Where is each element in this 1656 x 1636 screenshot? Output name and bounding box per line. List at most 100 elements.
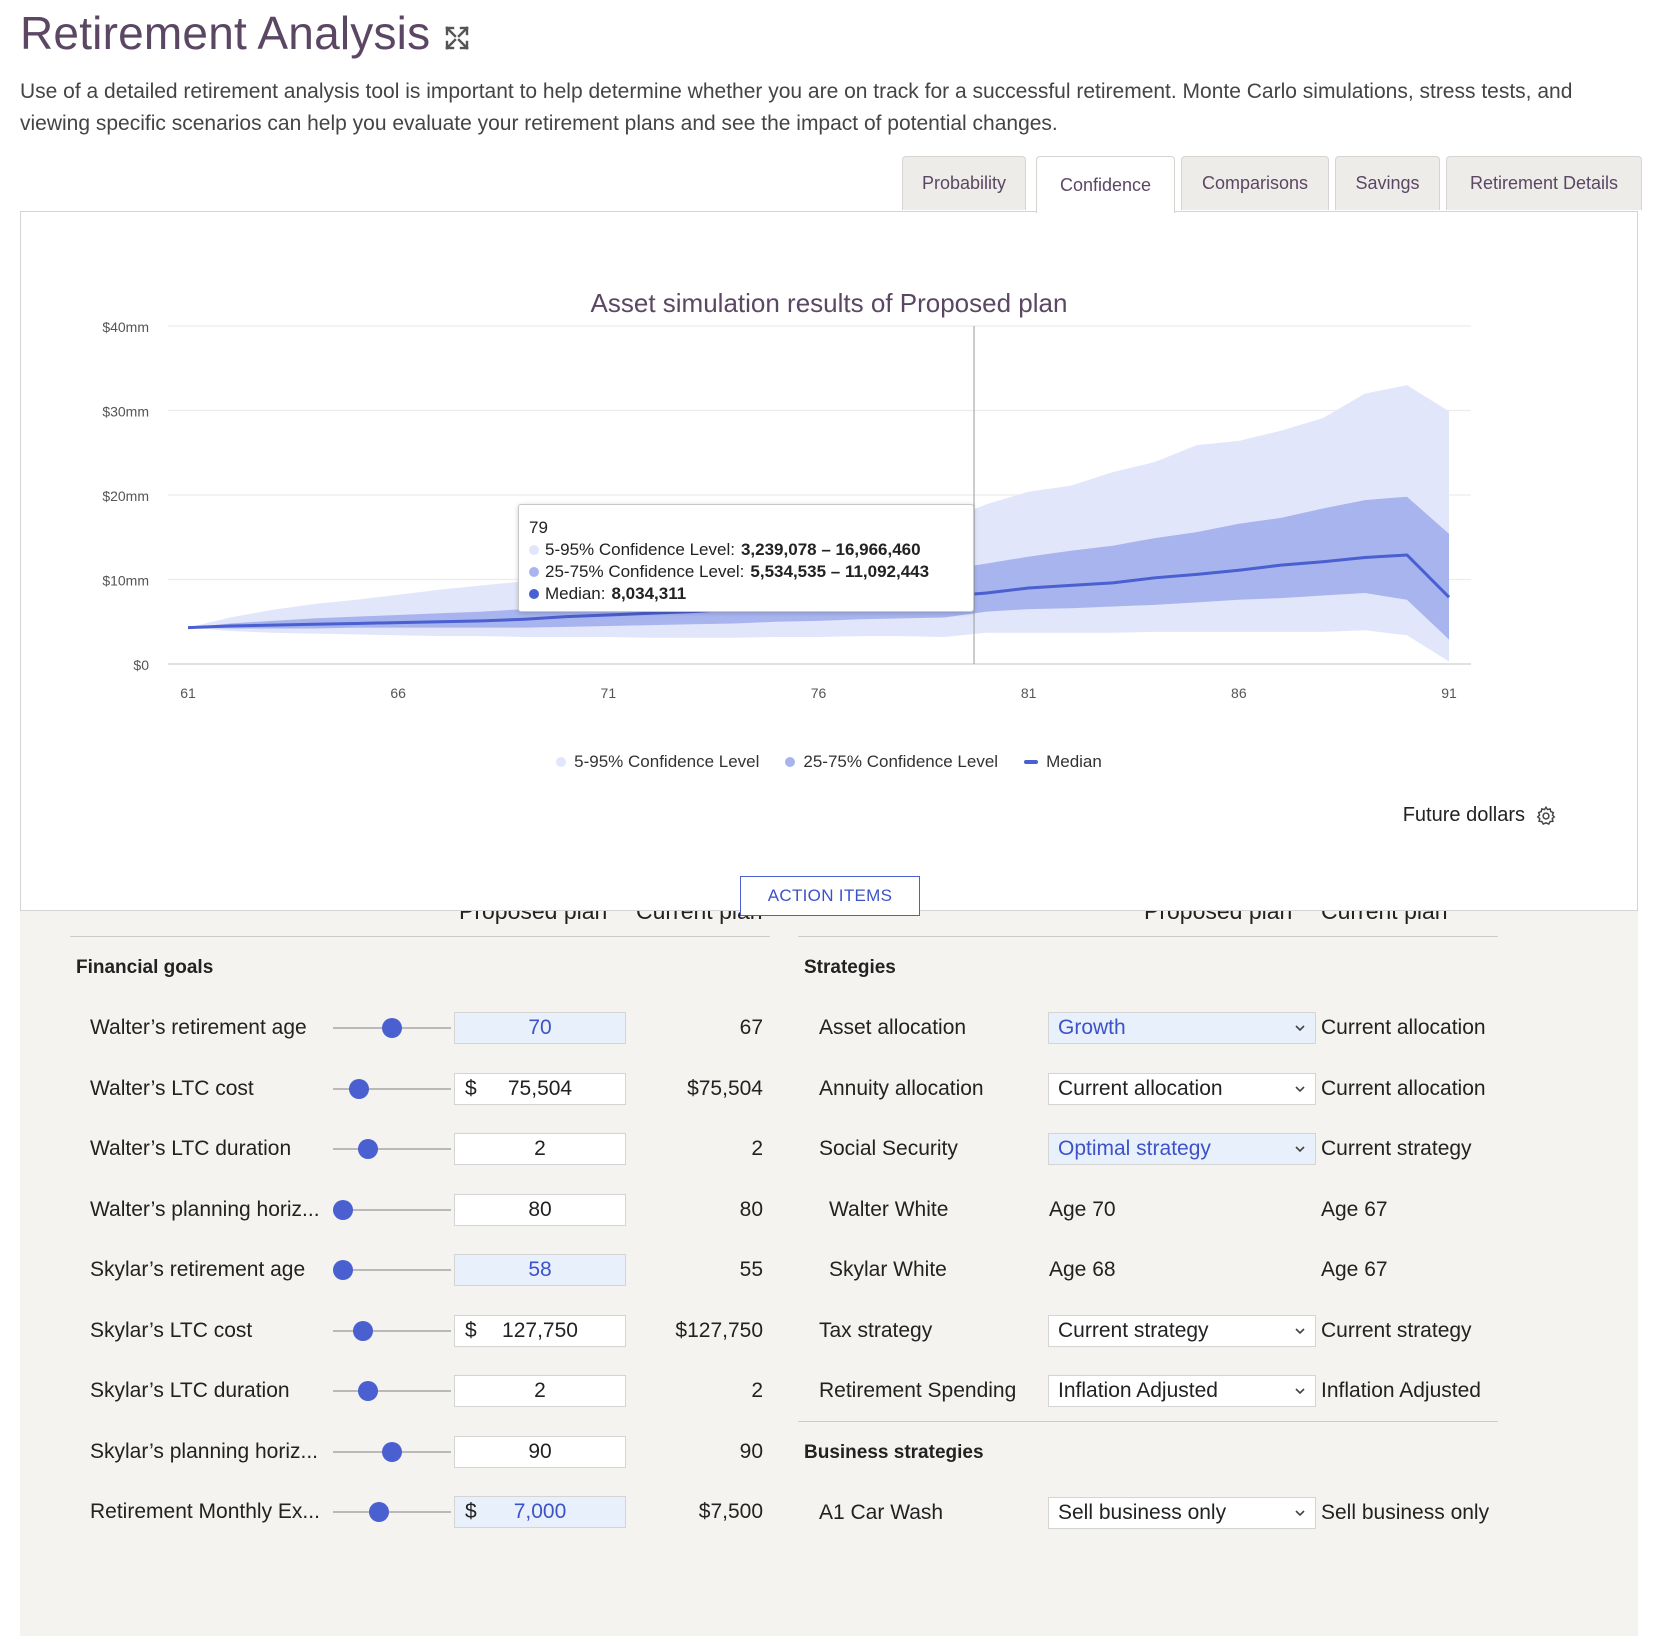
strategies-heading: Strategies (804, 957, 896, 978)
slider-thumb[interactable] (357, 1139, 378, 1159)
goal-proposed-input[interactable]: 2 (454, 1133, 626, 1165)
strategy-current-value: Inflation Adjusted (1321, 1379, 1481, 1402)
goal-proposed-input[interactable]: 80 (454, 1193, 626, 1226)
future-dollars-setting[interactable]: Future dollars (1403, 804, 1557, 827)
slider-thumb[interactable] (357, 1381, 378, 1401)
goal-slider[interactable] (333, 1195, 451, 1225)
goal-current-value: 67 (739, 1016, 763, 1039)
goal-slider[interactable] (333, 1497, 451, 1527)
strategy-current-value: Current strategy (1321, 1137, 1472, 1160)
chevron-down-icon (1295, 1388, 1305, 1395)
strategy-label: Annuity allocation (819, 1076, 984, 1100)
strategy-current-value: Current allocation (1321, 1016, 1486, 1039)
tab-comparisons[interactable]: Comparisons (1181, 156, 1329, 210)
slider-thumb[interactable] (348, 1078, 369, 1099)
slider-thumb[interactable] (352, 1320, 373, 1341)
strategy-select[interactable]: Growth (1048, 1012, 1316, 1044)
slider-track[interactable] (333, 1148, 451, 1150)
goal-proposed-input[interactable]: 70 (454, 1012, 626, 1044)
slider-thumb[interactable] (333, 1260, 353, 1280)
slider-track[interactable] (333, 1269, 451, 1271)
legend-median-line-icon (1024, 760, 1039, 764)
x-tick-label: 86 (1231, 685, 1247, 701)
strategy-select[interactable]: Sell business only (1048, 1497, 1316, 1529)
goal-proposed-value: 127,750 (502, 1318, 578, 1342)
strategy-selected-value: Current allocation (1058, 1076, 1223, 1100)
y-tick-label: $10mm (102, 573, 149, 589)
slider-track[interactable] (333, 1511, 451, 1513)
goal-label: Skylar’s LTC duration (90, 1379, 290, 1402)
tooltip-inner-label: 25-75% Confidence Level: (545, 562, 745, 581)
tab-savings[interactable]: Savings (1335, 156, 1440, 210)
strategy-select[interactable]: Inflation Adjusted (1048, 1375, 1316, 1407)
legend-median-label: Median (1046, 752, 1102, 771)
goal-proposed-input[interactable]: 90 (454, 1435, 626, 1468)
goal-proposed-input[interactable]: $ 7,000 (454, 1496, 626, 1528)
strategy-current-value: Age 67 (1321, 1258, 1388, 1281)
tooltip-outer-value: 3,239,078 – 16,966,460 (740, 540, 921, 559)
x-tick-label: 61 (180, 685, 196, 701)
goal-label: Walter’s LTC cost (90, 1076, 254, 1100)
strategy-label: Skylar White (829, 1258, 947, 1281)
slider-track[interactable] (333, 1329, 451, 1332)
legend-inner-band[interactable]: 25-75% Confidence Level (785, 752, 998, 772)
strategy-label: Social Security (819, 1137, 958, 1160)
goal-proposed-input[interactable]: $ 75,504 (454, 1072, 626, 1105)
y-tick-label: $0 (133, 657, 149, 673)
tab-probability[interactable]: Probability (902, 156, 1026, 210)
goal-slider[interactable] (333, 1316, 451, 1346)
goal-proposed-input[interactable]: 58 (454, 1254, 626, 1286)
title-row: Retirement Analysis (20, 6, 470, 60)
tooltip-inner-value: 5,534,535 – 11,092,443 (750, 562, 930, 581)
business-strategies-heading: Business strategies (804, 1442, 984, 1463)
goal-label: Walter’s retirement age (90, 1016, 307, 1039)
legend-outer-band[interactable]: 5-95% Confidence Level (556, 752, 759, 772)
slider-thumb[interactable] (382, 1018, 402, 1038)
slider-track[interactable] (333, 1208, 451, 1211)
goal-current-value: $75,504 (687, 1076, 763, 1100)
goal-slider[interactable] (333, 1013, 451, 1043)
strategy-proposed-value: Age 70 (1049, 1197, 1116, 1221)
goal-current-value: $7,500 (698, 1500, 763, 1523)
slider-thumb[interactable] (382, 1441, 402, 1462)
chevron-down-icon (1295, 1327, 1305, 1334)
goal-current-value: 80 (739, 1197, 763, 1221)
goal-slider[interactable] (333, 1074, 451, 1104)
strategy-selected-value: Inflation Adjusted (1058, 1379, 1218, 1402)
strategy-selected-value: Optimal strategy (1058, 1137, 1211, 1160)
goal-label: Skylar’s LTC cost (90, 1318, 253, 1342)
expand-icon[interactable] (444, 25, 470, 51)
goal-proposed-value: 80 (528, 1197, 552, 1221)
tab-retirement-details[interactable]: Retirement Details (1446, 156, 1642, 210)
strategy-label: Asset allocation (819, 1016, 967, 1039)
slider-thumb[interactable] (333, 1199, 353, 1220)
slider-track[interactable] (333, 1087, 451, 1090)
x-tick-label: 91 (1441, 685, 1457, 701)
goal-label: Skylar’s retirement age (90, 1258, 306, 1281)
strategy-proposed-value: Age 68 (1049, 1258, 1116, 1281)
goal-proposed-input[interactable]: 2 (454, 1375, 626, 1407)
goal-proposed-value: 90 (528, 1439, 552, 1463)
goal-slider[interactable] (333, 1437, 451, 1467)
gear-icon[interactable] (1535, 805, 1557, 827)
goal-slider[interactable] (333, 1255, 451, 1285)
action-items-button[interactable]: ACTION ITEMS (740, 876, 920, 916)
strategy-select[interactable]: Current allocation (1048, 1072, 1316, 1105)
strategy-label: A1 Car Wash (819, 1501, 944, 1524)
chevron-down-icon (1295, 1085, 1305, 1092)
goal-slider[interactable] (333, 1376, 451, 1406)
tab-confidence[interactable]: Confidence (1036, 156, 1175, 213)
goal-slider[interactable] (333, 1134, 451, 1164)
goal-proposed-value: 2 (534, 1137, 546, 1160)
slider-track[interactable] (333, 1390, 451, 1392)
goal-current-value: $127,750 (675, 1318, 763, 1342)
legend-outer-dot-icon (556, 757, 567, 767)
goal-proposed-input[interactable]: $ 127,750 (454, 1314, 626, 1347)
slider-thumb[interactable] (369, 1502, 390, 1522)
strategy-current-value: Age 67 (1321, 1197, 1388, 1221)
x-tick-label: 66 (390, 685, 406, 701)
goal-current-value: 2 (751, 1137, 763, 1160)
strategy-select[interactable]: Current strategy (1048, 1314, 1316, 1347)
strategy-select[interactable]: Optimal strategy (1048, 1133, 1316, 1165)
legend-median[interactable]: Median (1024, 752, 1102, 772)
